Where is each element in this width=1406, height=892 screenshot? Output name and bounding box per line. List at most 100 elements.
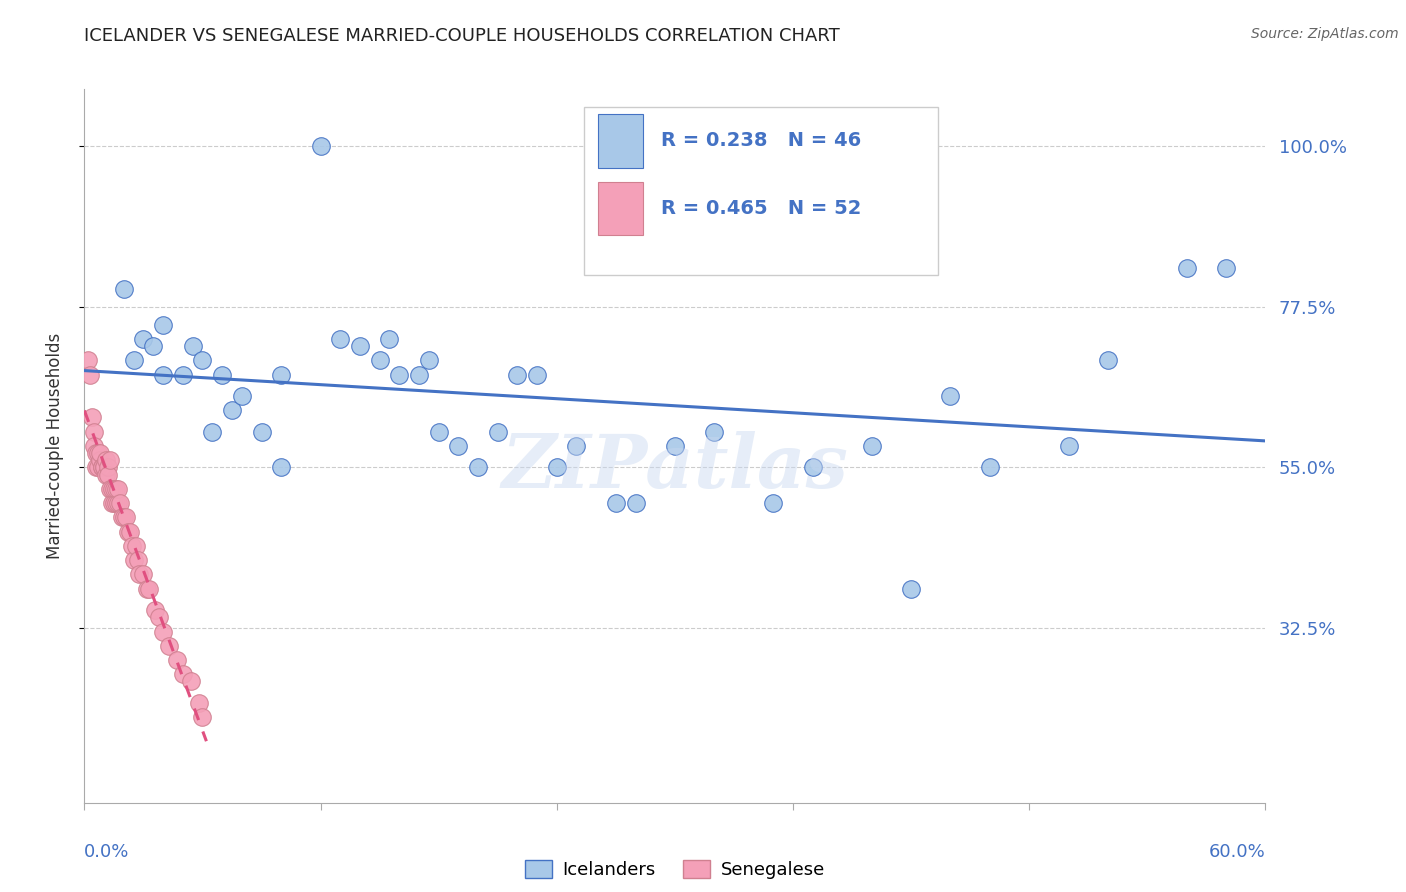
- Point: [388, 368, 411, 382]
- Bar: [598, 114, 643, 168]
- Point: [486, 425, 509, 439]
- Point: [84, 446, 107, 460]
- Point: [107, 482, 129, 496]
- Point: [136, 582, 159, 596]
- Point: [605, 496, 627, 510]
- Point: [187, 696, 209, 710]
- Text: 0.0%: 0.0%: [84, 843, 129, 861]
- Point: [270, 460, 292, 475]
- Point: [101, 482, 124, 496]
- Point: [1097, 353, 1119, 368]
- Point: [121, 539, 143, 553]
- Point: [624, 496, 647, 510]
- Point: [152, 368, 174, 382]
- Point: [506, 368, 529, 382]
- Point: [221, 403, 243, 417]
- Point: [762, 496, 785, 510]
- Point: [172, 368, 194, 382]
- Point: [112, 282, 135, 296]
- Text: R = 0.465   N = 52: R = 0.465 N = 52: [661, 199, 860, 219]
- Text: ICELANDER VS SENEGALESE MARRIED-COUPLE HOUSEHOLDS CORRELATION CHART: ICELANDER VS SENEGALESE MARRIED-COUPLE H…: [84, 27, 841, 45]
- Point: [122, 353, 145, 368]
- Point: [132, 332, 155, 346]
- Point: [97, 467, 120, 482]
- Point: [94, 453, 117, 467]
- Point: [368, 353, 391, 368]
- Text: Source: ZipAtlas.com: Source: ZipAtlas.com: [1251, 27, 1399, 41]
- Point: [546, 460, 568, 475]
- Point: [427, 425, 450, 439]
- Point: [108, 496, 131, 510]
- Point: [664, 439, 686, 453]
- Point: [104, 496, 127, 510]
- Point: [77, 353, 100, 368]
- Point: [132, 567, 155, 582]
- Point: [152, 318, 174, 332]
- Point: [166, 653, 188, 667]
- Point: [418, 353, 440, 368]
- Point: [87, 446, 110, 460]
- Point: [801, 460, 824, 475]
- Point: [467, 460, 489, 475]
- Point: [107, 496, 129, 510]
- Bar: [598, 182, 643, 235]
- Point: [172, 667, 194, 681]
- Point: [93, 460, 115, 475]
- Point: [128, 567, 150, 582]
- Point: [84, 460, 107, 475]
- Point: [526, 368, 548, 382]
- Point: [142, 339, 165, 353]
- Point: [118, 524, 141, 539]
- Point: [101, 496, 124, 510]
- Point: [191, 710, 214, 724]
- Point: [103, 482, 125, 496]
- Point: [191, 353, 214, 368]
- Point: [94, 467, 117, 482]
- Point: [103, 496, 125, 510]
- Point: [378, 332, 401, 346]
- Point: [117, 524, 139, 539]
- Point: [104, 482, 127, 496]
- Point: [157, 639, 180, 653]
- Point: [82, 410, 104, 425]
- Point: [939, 389, 962, 403]
- Point: [138, 582, 160, 596]
- Point: [79, 368, 101, 382]
- Point: [143, 603, 166, 617]
- Point: [83, 439, 105, 453]
- Point: [89, 453, 111, 467]
- Point: [181, 339, 204, 353]
- Point: [349, 339, 371, 353]
- Point: [180, 674, 202, 689]
- Point: [91, 460, 114, 475]
- Point: [112, 510, 135, 524]
- Text: ZIPatlas: ZIPatlas: [502, 431, 848, 504]
- Point: [211, 368, 233, 382]
- Point: [89, 446, 111, 460]
- Point: [91, 460, 114, 475]
- Point: [1175, 260, 1198, 275]
- Point: [98, 482, 121, 496]
- Point: [309, 139, 332, 153]
- Legend: Icelanders, Senegalese: Icelanders, Senegalese: [517, 853, 832, 887]
- Point: [979, 460, 1001, 475]
- Point: [565, 439, 588, 453]
- Point: [329, 332, 352, 346]
- Point: [114, 510, 136, 524]
- Point: [201, 425, 224, 439]
- Point: [127, 553, 149, 567]
- Point: [111, 510, 134, 524]
- Point: [93, 460, 115, 475]
- Point: [87, 460, 110, 475]
- Point: [83, 425, 105, 439]
- Point: [250, 425, 273, 439]
- Text: 60.0%: 60.0%: [1209, 843, 1265, 861]
- Point: [270, 368, 292, 382]
- Point: [98, 453, 121, 467]
- Point: [900, 582, 922, 596]
- Point: [97, 460, 120, 475]
- Point: [447, 439, 470, 453]
- Point: [231, 389, 253, 403]
- Point: [148, 610, 170, 624]
- Point: [860, 439, 883, 453]
